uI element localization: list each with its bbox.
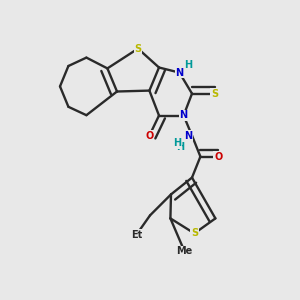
- Text: S: S: [191, 228, 198, 239]
- Text: Me: Me: [176, 246, 193, 256]
- Text: N: N: [184, 130, 192, 141]
- Text: H: H: [184, 60, 193, 70]
- Text: H: H: [173, 138, 182, 148]
- Text: N: N: [179, 110, 188, 121]
- Text: Et: Et: [131, 230, 142, 240]
- Text: S: S: [211, 88, 218, 99]
- Text: O: O: [145, 130, 154, 141]
- Text: N: N: [175, 68, 184, 78]
- Text: O: O: [214, 152, 223, 162]
- Text: S: S: [134, 44, 142, 54]
- Text: H: H: [176, 142, 184, 152]
